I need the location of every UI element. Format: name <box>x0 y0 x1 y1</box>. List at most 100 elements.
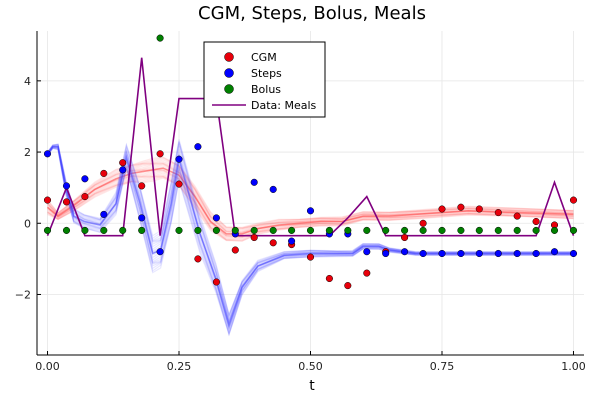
ensemble-trajectory-steps <box>47 146 574 331</box>
point-cgm <box>457 203 465 211</box>
ensemble-trajectory-cgm <box>47 175 574 241</box>
point-cgm <box>344 282 352 290</box>
point-steps <box>438 249 446 258</box>
point-bolus <box>306 226 315 234</box>
point-steps <box>194 143 202 151</box>
point-steps <box>419 249 427 258</box>
ensemble-trajectory-steps <box>47 139 574 317</box>
scatter-points <box>43 34 578 290</box>
point-bolus <box>532 226 540 234</box>
point-bolus <box>62 226 71 234</box>
point-cgm <box>269 239 277 247</box>
point-steps <box>250 178 258 186</box>
point-cgm <box>325 274 333 283</box>
ensemble-mean-steps <box>46 145 574 328</box>
ensemble-trajectory-steps <box>47 144 574 323</box>
grid <box>37 31 584 355</box>
ensemble-trajectory-steps <box>47 143 574 320</box>
point-cgm <box>138 182 146 190</box>
ensemble-trajectory-cgm <box>47 170 574 238</box>
point-bolus <box>231 226 239 234</box>
point-bolus <box>156 34 164 42</box>
ensemble-trajectory-steps <box>47 140 574 317</box>
point-cgm <box>532 217 540 226</box>
y-tick-label: 4 <box>24 75 31 88</box>
point-cgm <box>81 193 89 201</box>
point-cgm <box>475 205 483 213</box>
point-bolus <box>194 226 202 234</box>
ensemble-trajectory-cgm <box>47 156 574 229</box>
point-cgm <box>438 205 446 213</box>
meals-line-layer <box>46 57 575 237</box>
point-cgm <box>156 150 164 158</box>
point-bolus <box>138 226 146 234</box>
point-bolus <box>344 226 352 234</box>
point-steps <box>269 185 277 193</box>
point-bolus <box>250 226 258 234</box>
point-cgm <box>513 212 521 220</box>
ensemble-trajectory-steps <box>47 145 574 324</box>
ensemble-trajectory-cgm <box>47 169 574 238</box>
x-tick-label: 0.00 <box>35 360 60 373</box>
point-cgm <box>401 233 409 242</box>
ensemble-trajectory-cgm <box>47 163 574 233</box>
point-bolus <box>475 226 483 234</box>
point-steps <box>457 249 465 258</box>
point-bolus <box>269 226 277 234</box>
point-cgm <box>569 196 578 204</box>
point-bolus <box>457 226 465 234</box>
point-steps <box>81 175 89 183</box>
point-cgm <box>306 253 315 261</box>
ensemble-trajectory-cgm <box>47 162 574 232</box>
point-steps <box>550 248 559 256</box>
point-steps <box>119 166 127 174</box>
point-cgm <box>62 198 71 206</box>
legend-label-steps: Steps <box>251 67 282 80</box>
x-tick-label: 0.25 <box>167 360 192 373</box>
point-cgm <box>250 233 258 242</box>
point-cgm <box>100 169 108 177</box>
ensemble-trajectory-cgm <box>47 174 574 239</box>
ensemble-trajectory-steps <box>47 141 574 318</box>
point-cgm <box>363 269 371 277</box>
legend-label-bolus: Bolus <box>251 83 281 96</box>
point-steps <box>494 249 502 258</box>
point-cgm <box>212 278 220 286</box>
x-tick-label: 1.00 <box>561 360 586 373</box>
ensemble-trajectory-cgm <box>47 165 574 234</box>
ensemble-trajectory-steps <box>47 146 574 332</box>
point-bolus <box>419 226 427 234</box>
ensemble-trajectory-steps <box>47 147 574 336</box>
point-cgm <box>419 219 427 227</box>
ensemble-trajectory-cgm <box>47 169 574 237</box>
ensemble-trajectory-cgm <box>47 156 574 228</box>
ensemble-trajectory-steps <box>47 144 574 322</box>
ensemble-trajectory-cgm <box>47 176 574 242</box>
point-cgm <box>43 196 52 204</box>
ensemble-trajectory-steps <box>47 147 574 333</box>
point-steps <box>569 249 578 258</box>
series-line-data-meals <box>46 57 575 237</box>
point-bolus <box>363 226 371 234</box>
point-steps <box>156 248 164 256</box>
ensemble-trajectory-cgm <box>47 175 574 240</box>
tick-labels: 0.00 0.25 0.50 0.75 1.00 −2 0 2 4 <box>15 75 586 373</box>
point-steps <box>306 207 315 215</box>
point-steps <box>513 249 521 258</box>
point-steps <box>100 210 108 218</box>
point-steps <box>43 150 52 158</box>
ensemble-trajectory-steps <box>47 142 574 319</box>
ensemble-trajectory-steps <box>47 147 574 335</box>
legend-label-cgm: CGM <box>251 51 277 64</box>
ensemble-trajectory-steps <box>47 147 574 337</box>
ensemble-trajectory-cgm <box>47 169 574 237</box>
point-bolus <box>438 226 446 234</box>
point-cgm <box>194 255 202 263</box>
point-bolus <box>100 226 108 234</box>
ensemble-trajectory-cgm <box>47 162 574 232</box>
ensemble-trajectory-cgm <box>47 159 574 229</box>
ensemble-mean-cgm <box>47 167 574 235</box>
ensemble-bands <box>46 139 574 337</box>
point-bolus <box>513 226 521 234</box>
